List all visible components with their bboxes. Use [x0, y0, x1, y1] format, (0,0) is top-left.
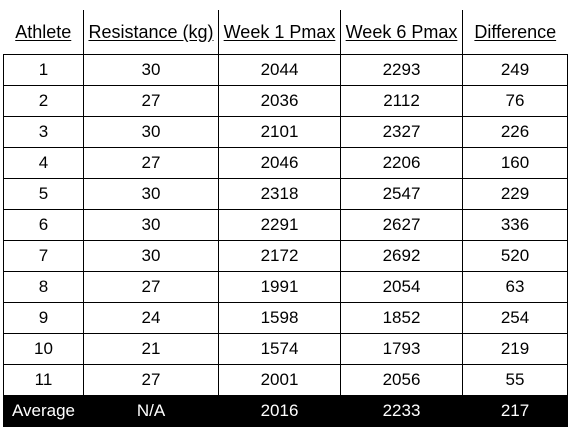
table-row: 3 30 2101 2327 226 [3, 116, 568, 148]
cell-difference: 249 [462, 54, 568, 86]
header-resistance: Resistance (kg) [83, 10, 219, 55]
cell-athlete: 7 [3, 240, 84, 272]
cell-week1-pmax: 2046 [218, 147, 341, 179]
table-row: 6 30 2291 2627 336 [3, 209, 568, 241]
average-week1-pmax: 2016 [218, 395, 341, 427]
cell-resistance: 30 [83, 178, 219, 210]
cell-week6-pmax: 2054 [340, 271, 463, 303]
header-week6-pmax: Week 6 Pmax [340, 10, 463, 55]
cell-week1-pmax: 2318 [218, 178, 341, 210]
cell-week6-pmax: 1852 [340, 302, 463, 334]
cell-athlete: 5 [3, 178, 84, 210]
header-athlete: Athlete [3, 10, 84, 55]
average-row: Average N/A 2016 2233 217 [3, 395, 568, 427]
cell-athlete: 10 [3, 333, 84, 365]
header-difference: Difference [474, 21, 557, 42]
table-row: 2 27 2036 2112 76 [3, 85, 568, 117]
cell-week6-pmax: 2293 [340, 54, 463, 86]
cell-difference: 76 [462, 85, 568, 117]
table-row: 9 24 1598 1852 254 [3, 302, 568, 334]
cell-week6-pmax: 1793 [340, 333, 463, 365]
cell-week6-pmax: 2547 [340, 178, 463, 210]
cell-resistance: 30 [83, 240, 219, 272]
cell-difference: 336 [462, 209, 568, 241]
cell-athlete: 3 [3, 116, 84, 148]
cell-resistance: 27 [83, 147, 219, 179]
cell-difference: 226 [462, 116, 568, 148]
cell-athlete: 11 [3, 364, 84, 396]
header-row: Athlete Resistance (kg) Week 1 Pmax Week… [3, 10, 568, 55]
average-difference: 217 [462, 395, 568, 427]
cell-week1-pmax: 1574 [218, 333, 341, 365]
cell-athlete: 9 [3, 302, 84, 334]
cell-resistance: 27 [83, 271, 219, 303]
table-row: 10 21 1574 1793 219 [3, 333, 568, 365]
cell-resistance: 24 [83, 302, 219, 334]
cell-difference: 160 [462, 147, 568, 179]
cell-week6-pmax: 2627 [340, 209, 463, 241]
cell-week1-pmax: 2101 [218, 116, 341, 148]
cell-resistance: 21 [83, 333, 219, 365]
cell-week1-pmax: 1991 [218, 271, 341, 303]
cell-difference: 63 [462, 271, 568, 303]
cell-week1-pmax: 2001 [218, 364, 341, 396]
cell-resistance: 30 [83, 209, 219, 241]
average-week6-pmax: 2233 [340, 395, 463, 427]
cell-week1-pmax: 2291 [218, 209, 341, 241]
table-row: 1 30 2044 2293 249 [3, 54, 568, 86]
table-row: 7 30 2172 2692 520 [3, 240, 568, 272]
cell-resistance: 27 [83, 364, 219, 396]
cell-difference: 219 [462, 333, 568, 365]
table-row: 8 27 1991 2054 63 [3, 271, 568, 303]
cell-week6-pmax: 2327 [340, 116, 463, 148]
cell-athlete: 8 [3, 271, 84, 303]
cell-athlete: 2 [3, 85, 84, 117]
table-row: 4 27 2046 2206 160 [3, 147, 568, 179]
header-week1-pmax: Week 1 Pmax [218, 10, 341, 55]
cell-week6-pmax: 2206 [340, 147, 463, 179]
cell-athlete: 1 [3, 54, 84, 86]
table-row: 5 30 2318 2547 229 [3, 178, 568, 210]
table-body: 1 30 2044 2293 249 2 27 2036 2112 76 3 3… [3, 54, 568, 427]
cell-week1-pmax: 2036 [218, 85, 341, 117]
cell-week6-pmax: 2112 [340, 85, 463, 117]
cell-week1-pmax: 2172 [218, 240, 341, 272]
cell-athlete: 6 [3, 209, 84, 241]
cell-difference: 254 [462, 302, 568, 334]
average-resistance: N/A [83, 395, 219, 427]
cell-resistance: 27 [83, 85, 219, 117]
cell-resistance: 30 [83, 116, 219, 148]
cell-week1-pmax: 1598 [218, 302, 341, 334]
cell-difference: 520 [462, 240, 568, 272]
cell-week6-pmax: 2692 [340, 240, 463, 272]
table-row: 11 27 2001 2056 55 [3, 364, 568, 396]
cell-difference: 55 [462, 364, 568, 396]
average-label: Average [3, 395, 84, 427]
cell-difference: 229 [462, 178, 568, 210]
cell-athlete: 4 [3, 147, 84, 179]
results-table: Athlete Resistance (kg) Week 1 Pmax Week… [3, 10, 568, 427]
cell-week6-pmax: 2056 [340, 364, 463, 396]
cell-week1-pmax: 2044 [218, 54, 341, 86]
cell-resistance: 30 [83, 54, 219, 86]
